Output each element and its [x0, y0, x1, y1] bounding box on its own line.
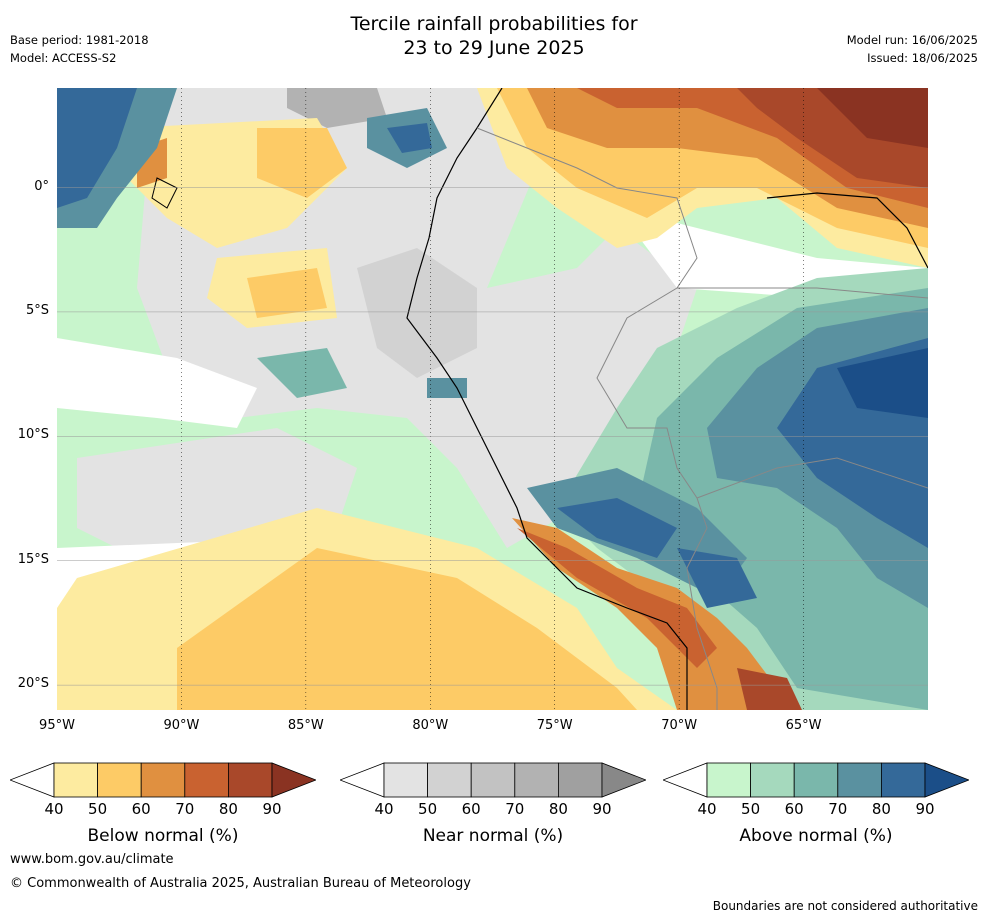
colorbar-tick-label: 50	[88, 800, 108, 818]
colorbar-segment	[837, 762, 882, 798]
probability-regions	[57, 88, 928, 710]
colorbar-tick-label: 50	[741, 800, 761, 818]
colorbar-tick-label: 70	[175, 800, 195, 818]
colorbar-tick-label: 60	[461, 800, 481, 818]
near-normal-region-center	[357, 248, 477, 378]
colorbar-arrow-low	[8, 762, 55, 798]
lat-tick-label: 15°S	[17, 551, 49, 567]
below-normal-50-west-center	[247, 268, 327, 318]
colorbar-segment	[750, 762, 795, 798]
colorbar-tick-label: 80	[871, 800, 891, 818]
colorbar-legend: 40 50 60 70 80 90 Near normal (%)	[338, 762, 648, 846]
lon-tick-label: 90°W	[163, 718, 200, 733]
colorbar	[8, 762, 318, 798]
colorbar-segment	[97, 762, 142, 798]
colorbar-tick-label: 80	[548, 800, 568, 818]
lat-tick-label: 5°S	[25, 302, 49, 318]
boundaries	[151, 88, 928, 710]
issued-date: Issued: 18/06/2025	[867, 51, 978, 65]
colorbar-arrow-high	[924, 762, 971, 798]
colorbar-tick-label: 60	[131, 800, 151, 818]
colorbar-segment	[53, 762, 98, 798]
country-border-bolivia	[696, 457, 928, 499]
gridlines	[57, 88, 928, 710]
lat-tick-label: 10°S	[17, 427, 49, 443]
colorbar-tick-label: 90	[915, 800, 935, 818]
lon-tick-label: 80°W	[412, 718, 449, 733]
colorbar-segment	[470, 762, 516, 798]
near-normal-patch-north	[287, 88, 387, 128]
lon-tick-label: 75°W	[536, 718, 573, 733]
below-normal-80-south-patch	[737, 668, 802, 710]
colorbar-tick-label: 90	[592, 800, 612, 818]
meta-left: Base period: 1981-2018 Model: ACCESS-S2	[10, 31, 149, 67]
country-border-inland	[476, 127, 718, 710]
boundary-disclaimer: Boundaries are not considered authoritat…	[712, 899, 978, 913]
colorbar-tick-label: 50	[418, 800, 438, 818]
below-normal-50-northwest	[257, 128, 347, 198]
model-run: Model run: 16/06/2025	[846, 33, 978, 47]
title-line-1: Tercile rainfall probabilities for	[350, 13, 638, 35]
coastline	[406, 88, 688, 710]
colorbar-segment	[427, 762, 472, 798]
colorbar	[661, 762, 971, 798]
colorbar	[338, 762, 648, 798]
map-svg	[57, 88, 928, 710]
above-normal-core-northwest	[57, 88, 137, 208]
colorbar-segment	[557, 762, 603, 798]
above-normal-lake-region	[677, 548, 757, 608]
neutral-band-west	[57, 338, 257, 428]
lon-tick-label: 70°W	[661, 718, 698, 733]
lat-tick-label: 20°S	[17, 676, 49, 692]
colorbar-segment	[227, 762, 273, 798]
colorbar-tick-label: 70	[828, 800, 848, 818]
colorbar-segment	[514, 762, 559, 798]
amazon-coastline	[766, 192, 928, 269]
lat-tick-label: 0°	[34, 178, 49, 194]
lon-tick-label: 65°W	[785, 718, 822, 733]
colorbar-segment	[880, 762, 926, 798]
colorbar-segment	[140, 762, 186, 798]
colorbar-tick-label: 80	[218, 800, 238, 818]
title-line-2: 23 to 29 June 2025	[403, 37, 585, 59]
lon-tick-label: 85°W	[287, 718, 324, 733]
colorbar-arrow-low	[338, 762, 385, 798]
map-title: Tercile rainfall probabilities for 23 to…	[0, 12, 988, 60]
colorbar-tick-label: 40	[697, 800, 717, 818]
colorbar-tick-label: 60	[784, 800, 804, 818]
colorbar-segment	[184, 762, 229, 798]
galapagos-islands	[151, 177, 178, 209]
colorbar-caption: Below normal (%)	[87, 826, 239, 846]
colorbar-tick-label: 90	[262, 800, 282, 818]
above-normal-coast-patch	[427, 378, 467, 398]
colorbar-segment	[706, 762, 751, 798]
copyright-notice: © Commonwealth of Australia 2025, Austra…	[10, 876, 471, 891]
colorbar-tick-label: 40	[44, 800, 64, 818]
above-normal-patch-west	[257, 348, 347, 398]
probability-map	[57, 88, 928, 710]
below-normal-70-coastal-strip	[517, 528, 717, 668]
colorbar-tick-label: 70	[505, 800, 525, 818]
website-link[interactable]: www.bom.gov.au/climate	[10, 852, 174, 867]
below-normal-50-south	[177, 548, 637, 710]
base-period: Base period: 1981-2018	[10, 33, 149, 47]
colorbar-segment	[793, 762, 839, 798]
colorbar-legend: 40 50 60 70 80 90 Above normal (%)	[661, 762, 971, 846]
above-normal-core-north	[387, 123, 432, 153]
country-border-east	[677, 287, 928, 299]
colorbar-tick-label: 40	[374, 800, 394, 818]
colorbar-legend: 40 50 60 70 80 90 Below normal (%)	[8, 762, 318, 846]
lon-tick-label: 95°W	[39, 718, 75, 733]
colorbar-arrow-high	[271, 762, 318, 798]
meta-right: Model run: 16/06/2025 Issued: 18/06/2025	[847, 31, 978, 67]
colorbar-arrow-low	[661, 762, 708, 798]
model-name: Model: ACCESS-S2	[10, 51, 117, 65]
above-normal-core-south-peru	[557, 498, 677, 558]
above-normal-max-east	[837, 348, 928, 418]
colorbar-arrow-high	[601, 762, 648, 798]
colorbar-caption: Near normal (%)	[422, 826, 564, 846]
colorbar-segment	[383, 762, 428, 798]
below-normal-90-northeast	[817, 88, 928, 148]
colorbar-caption: Above normal (%)	[739, 826, 893, 846]
